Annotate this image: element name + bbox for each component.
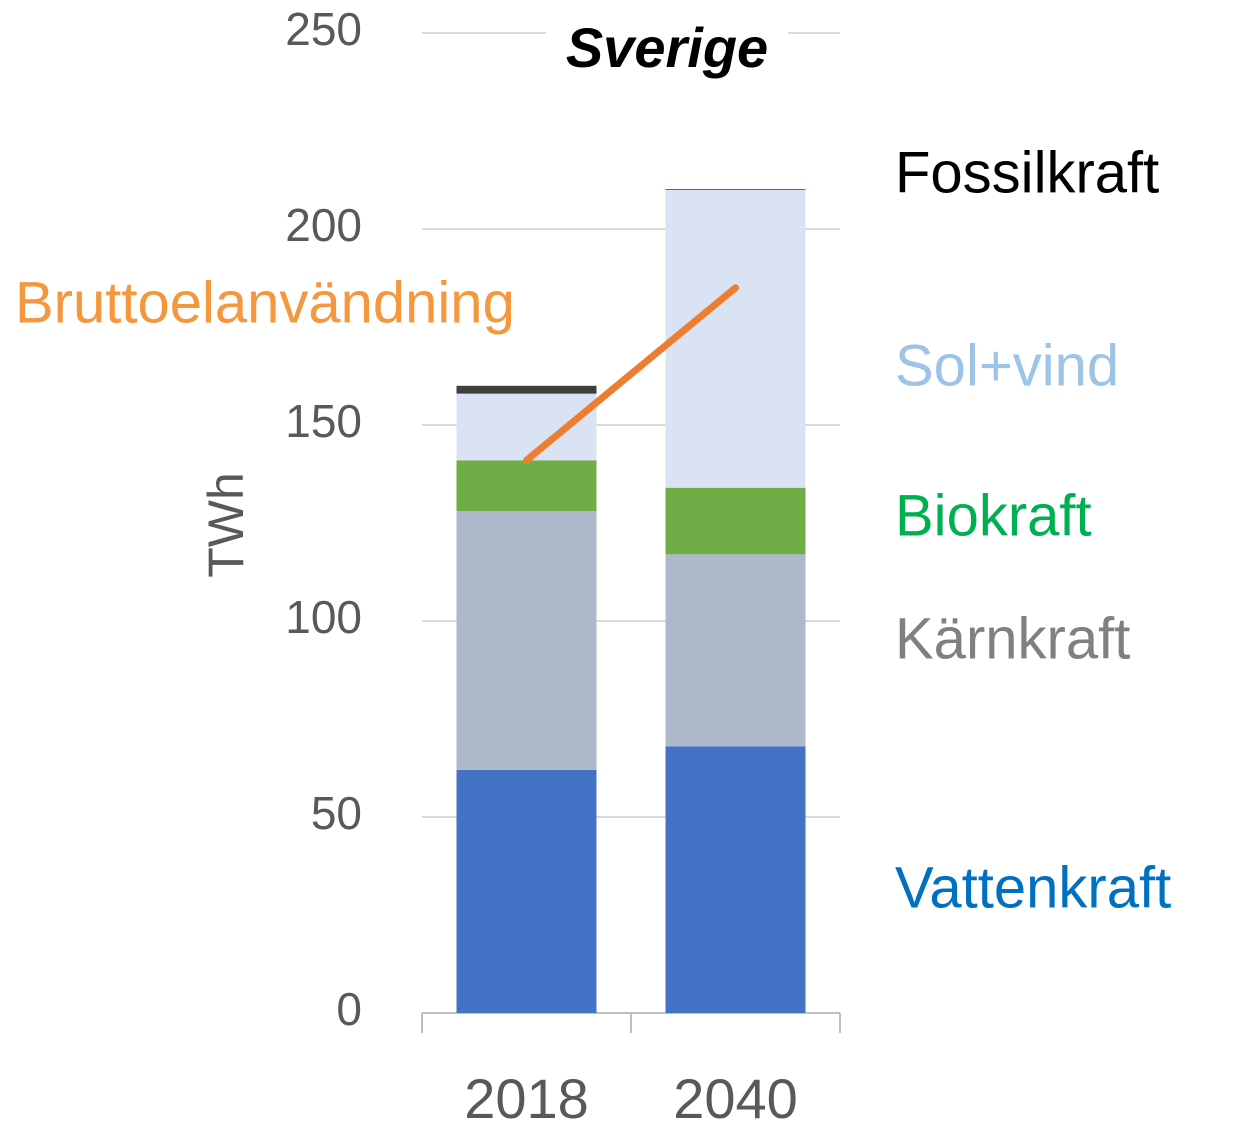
- legend-label: Fossilkraft: [895, 140, 1159, 205]
- bar-segment: [665, 189, 806, 190]
- y-tick-label: 200: [285, 199, 362, 251]
- line-series: [523, 284, 739, 464]
- bar-segment: [456, 769, 597, 1013]
- legend-label: Sol+vind: [895, 333, 1119, 398]
- bar-segment: [665, 554, 806, 747]
- line-label: Bruttoelanvändning: [15, 270, 515, 335]
- y-tick-label: 0: [336, 983, 362, 1035]
- chart-title: Sverige: [566, 16, 768, 79]
- title-background: [545, 15, 789, 79]
- bar-segment: [665, 746, 806, 1013]
- bar-segment: [665, 487, 806, 555]
- bar-segment: [456, 393, 597, 461]
- legend-label: Biokraft: [895, 483, 1092, 548]
- bar-segment: [456, 460, 597, 512]
- y-tick-label: 250: [285, 3, 362, 55]
- y-tick-label: 50: [311, 787, 362, 839]
- y-tick-label: 150: [285, 395, 362, 447]
- x-tick-label: 2018: [464, 1067, 589, 1127]
- x-tick-label: 2040: [673, 1067, 798, 1127]
- y-tick-label: 100: [285, 591, 362, 643]
- bar-segment: [456, 511, 597, 770]
- legend-label: Vattenkraft: [895, 855, 1171, 920]
- y-axis-label: TWh: [198, 472, 254, 578]
- bar-segment: [665, 189, 806, 488]
- legend-label: Kärnkraft: [895, 606, 1130, 671]
- bar-segment: [456, 385, 597, 394]
